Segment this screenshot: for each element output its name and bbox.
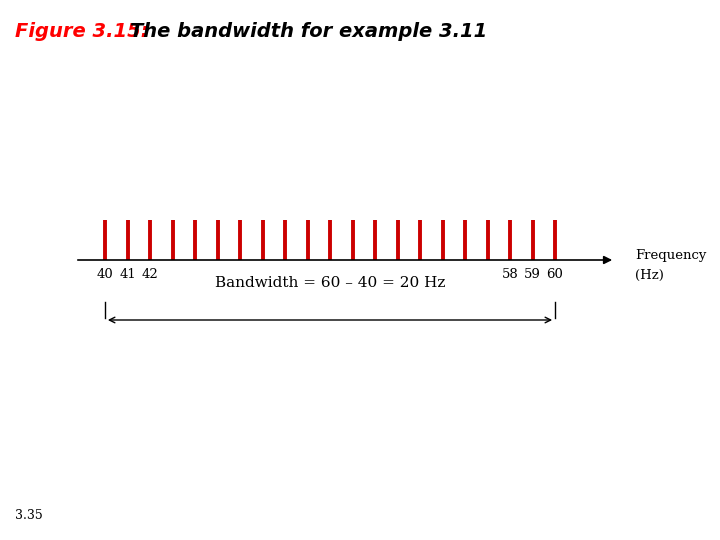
Text: Figure 3.15:: Figure 3.15:: [15, 22, 148, 41]
Text: 41: 41: [119, 268, 136, 281]
Text: (Hz): (Hz): [635, 268, 664, 281]
Text: 58: 58: [502, 268, 518, 281]
Text: 40: 40: [96, 268, 113, 281]
Text: 3.35: 3.35: [15, 509, 42, 522]
Text: 60: 60: [546, 268, 564, 281]
Text: The bandwidth for example 3.11: The bandwidth for example 3.11: [130, 22, 487, 41]
Text: 42: 42: [142, 268, 158, 281]
Text: 59: 59: [524, 268, 541, 281]
Text: Frequency: Frequency: [635, 248, 706, 261]
Text: Bandwidth = 60 – 40 = 20 Hz: Bandwidth = 60 – 40 = 20 Hz: [215, 276, 445, 290]
